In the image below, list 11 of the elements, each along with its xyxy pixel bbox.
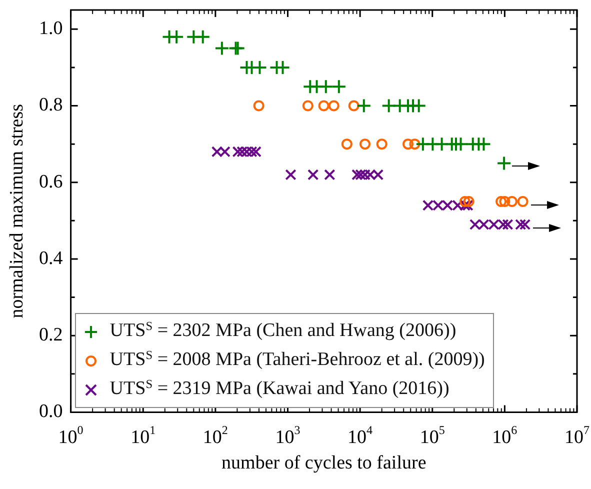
- y-tick-label: 0.6: [39, 171, 63, 192]
- y-tick-label: 0.2: [39, 324, 63, 346]
- y-tick-label: 0.8: [39, 94, 63, 116]
- y-tick-label: 0.4: [39, 248, 64, 269]
- y-tick-label: 0.0: [39, 401, 63, 422]
- legend-label: UTS$^{S}$ = 2319 MPa (Kawai and Yano (2016)): [110, 376, 450, 402]
- y-tick-label: 1.0: [39, 18, 63, 40]
- x-axis-title: number of cycles to failure: [222, 452, 426, 474]
- y-axis-title: normalized maximum stress: [6, 104, 28, 318]
- legend-label: UTS$^{S}$ = 2008 MPa (Taheri-Behrooz et al. (2009)): [110, 347, 485, 372]
- legend-label: UTS$^{S}$ = 2302 MPa (Chen and Hwang (2006)): [110, 318, 456, 344]
